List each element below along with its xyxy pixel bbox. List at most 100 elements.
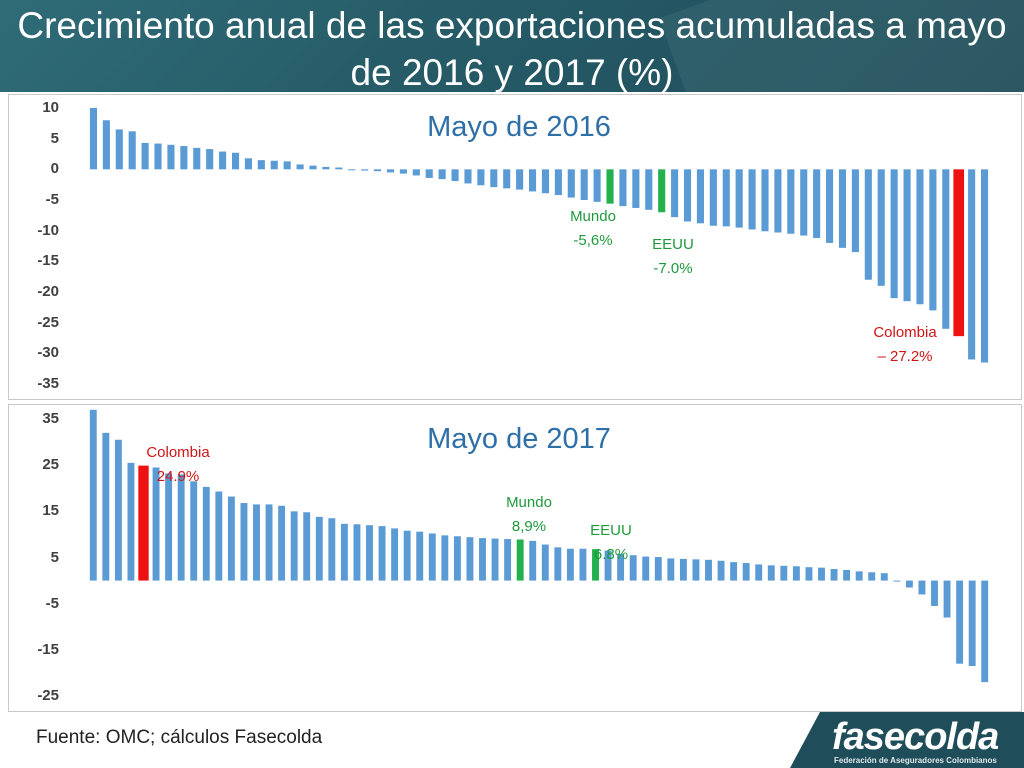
- annotation-value: 8,9%: [511, 518, 547, 535]
- bar: [968, 169, 976, 360]
- bar: [190, 481, 198, 581]
- y-tick-label: -35: [37, 375, 59, 392]
- annotation-mundo-2017: Mundo 8,9%: [487, 491, 571, 539]
- bar: [709, 169, 717, 226]
- bar: [567, 169, 575, 198]
- bar: [193, 147, 201, 170]
- y-tick-label: -5: [45, 594, 59, 612]
- bar: [931, 580, 938, 606]
- bar: [606, 169, 614, 204]
- bar: [366, 525, 373, 581]
- bar: [767, 565, 775, 581]
- annotation-mundo-2016: Mundo -5,6%: [557, 205, 629, 253]
- bar: [141, 142, 149, 170]
- bar: [438, 169, 446, 180]
- y-tick-label: 25: [42, 456, 59, 474]
- bar: [554, 169, 562, 196]
- bar: [864, 169, 872, 280]
- logo-wordmark: fasecolda: [832, 716, 999, 758]
- y-tick-label: 5: [50, 129, 59, 147]
- bar: [128, 131, 136, 170]
- logo-tagline: Federación de Aseguradores Colombianos: [834, 756, 997, 765]
- bar: [348, 169, 356, 171]
- bar: [491, 538, 499, 581]
- bar: [579, 548, 587, 581]
- bar: [231, 152, 240, 170]
- bar: [89, 108, 98, 170]
- bar: [843, 569, 851, 581]
- bar: [244, 158, 252, 170]
- bar: [253, 504, 260, 581]
- bar: [868, 572, 876, 581]
- bar: [529, 540, 537, 581]
- bar: [905, 580, 913, 588]
- bar: [800, 169, 808, 236]
- bar: [943, 580, 951, 618]
- bar: [774, 169, 782, 233]
- page-title: Crecimiento anual de las exportaciones a…: [17, 5, 1007, 92]
- bar: [412, 169, 420, 176]
- bar: [645, 169, 653, 210]
- bar: [374, 169, 382, 172]
- bar: [692, 559, 700, 581]
- annotation-label: EEUU: [590, 522, 632, 539]
- bar: [813, 169, 821, 239]
- bar: [138, 465, 149, 581]
- y-tick-label: -20: [37, 283, 59, 300]
- bar: [617, 553, 625, 581]
- bar: [152, 467, 160, 581]
- bar: [981, 580, 989, 683]
- bar: [265, 504, 273, 581]
- bar: [830, 569, 838, 581]
- bar: [177, 474, 185, 581]
- bar: [818, 567, 825, 581]
- annotation-value: -5,6%: [573, 232, 613, 249]
- bar: [942, 169, 950, 329]
- annotation-eeuu-2016: EEUU -7.0%: [637, 233, 709, 281]
- chart-panel-2016: Mayo de 2016 10 5 0 -5 -10 -15 -20 -25 -30 -35 Mu…: [8, 94, 1022, 400]
- bar: [916, 169, 924, 305]
- bar: [903, 169, 911, 302]
- bar: [780, 565, 788, 581]
- y-tick-label: -15: [37, 252, 59, 270]
- bar: [441, 535, 449, 581]
- bar: [671, 169, 679, 218]
- bar: [580, 169, 588, 200]
- bar: [619, 169, 627, 207]
- bar: [270, 160, 278, 170]
- bar: [303, 512, 311, 581]
- bar: [679, 558, 687, 581]
- bar: [554, 547, 562, 581]
- bar: [880, 573, 888, 581]
- bar: [428, 533, 436, 581]
- chart-panel-2017: Mayo de 2017 35 25 15 5 -5 -15 -25 Colombia 24…: [8, 404, 1022, 712]
- logo-background: [790, 712, 1024, 768]
- bar: [592, 549, 599, 581]
- bar: [89, 409, 97, 581]
- y-tick-label: -10: [37, 221, 59, 239]
- annotation-label: Mundo: [570, 208, 616, 225]
- annotation-colombia-2016: Colombia – 27.2%: [857, 321, 953, 369]
- bar: [391, 528, 399, 581]
- bar: [855, 571, 863, 581]
- bar: [425, 169, 433, 178]
- bar: [328, 518, 336, 581]
- bar: [278, 505, 286, 581]
- y-tick-label: -25: [37, 687, 59, 704]
- bar: [705, 559, 712, 581]
- annotation-label: Colombia: [873, 324, 937, 341]
- bar: [479, 538, 486, 581]
- bar: [890, 169, 898, 299]
- bar: [968, 580, 976, 666]
- bar: [353, 524, 361, 581]
- annotation-colombia-2017: Colombia 24.9%: [133, 441, 223, 489]
- bar: [929, 169, 937, 311]
- bar: [918, 580, 926, 595]
- bar: [477, 169, 485, 186]
- y-tick-label: -15: [37, 640, 59, 658]
- chart-title-2016: Mayo de 2016: [427, 111, 611, 143]
- bar: [206, 149, 214, 170]
- bar: [416, 531, 424, 581]
- bar: [165, 473, 173, 581]
- bar: [127, 462, 135, 581]
